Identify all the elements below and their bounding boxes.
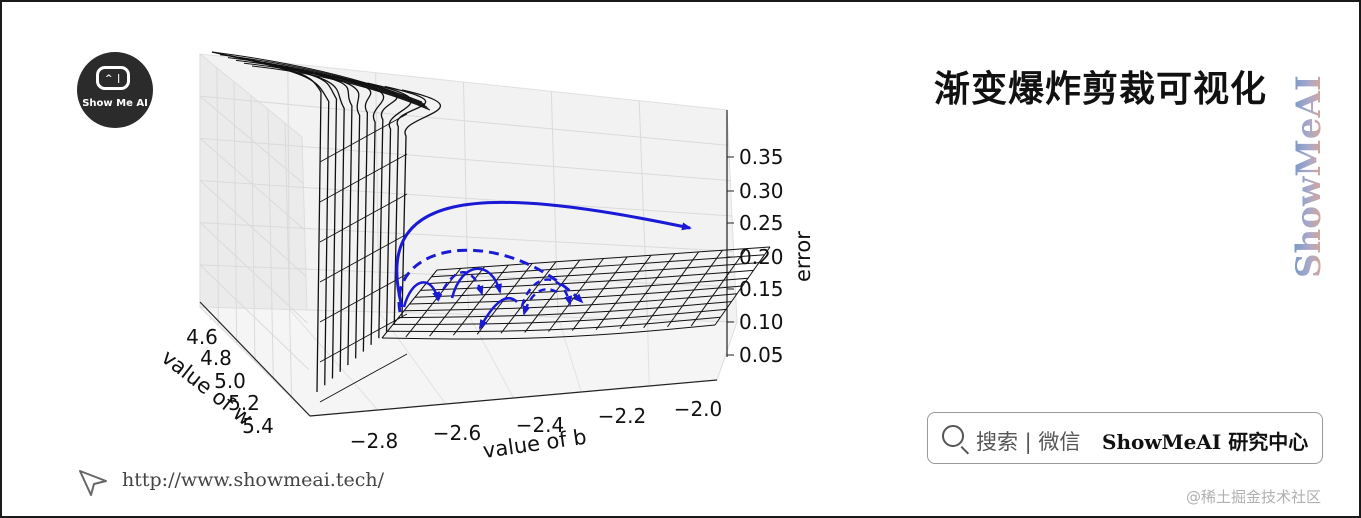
z-axis-label: error bbox=[791, 231, 815, 282]
surface-mesh-line bbox=[571, 256, 628, 331]
surface-mesh-line bbox=[524, 259, 581, 333]
cliff-wall-mesh bbox=[319, 113, 408, 163]
surface-mesh-line bbox=[431, 254, 765, 278]
cliff-edge-line bbox=[401, 89, 442, 319]
cliff-wall-mesh bbox=[319, 313, 408, 363]
y-tick-label: 4.8 bbox=[200, 346, 232, 370]
side-brand-wordmark: ShowMeAI bbox=[1290, 75, 1329, 278]
surface-mesh-line bbox=[392, 308, 727, 325]
z-tick-label: 0.35 bbox=[739, 145, 784, 169]
surface-mesh-line bbox=[690, 248, 747, 327]
surface-mesh-line bbox=[425, 262, 760, 285]
x-tick-label: −2.0 bbox=[674, 397, 723, 421]
showmeai-logo: ^ | Show Me AI bbox=[77, 52, 153, 128]
juejin-watermark: @稀土掘金技术社区 bbox=[1186, 488, 1322, 506]
dashed-hop-path bbox=[436, 271, 484, 301]
grid-line bbox=[199, 95, 729, 146]
solid-clipped-path bbox=[395, 200, 692, 308]
z-tick-label: 0.10 bbox=[739, 310, 784, 334]
x-tick-label: −2.4 bbox=[516, 413, 565, 437]
dashed-hop-path bbox=[522, 288, 558, 316]
search-icon bbox=[942, 425, 964, 447]
cliff-edge-line bbox=[229, 54, 330, 386]
surface-mesh-line bbox=[500, 261, 557, 334]
z-tick-label: 0.30 bbox=[739, 179, 784, 203]
axis-panes bbox=[198, 52, 738, 418]
cliff-top-mesh bbox=[235, 59, 427, 108]
robot-face-icon: ^ | bbox=[96, 66, 130, 90]
dashed-hop-path bbox=[402, 281, 441, 308]
surface-mesh-line bbox=[414, 277, 749, 298]
y-tick-label: 5.4 bbox=[242, 414, 274, 438]
search-box[interactable]: 搜索 | 微信 ShowMeAI 研究中心 bbox=[927, 412, 1323, 464]
cliff-top-mesh bbox=[227, 57, 426, 106]
grid-line bbox=[647, 319, 650, 387]
dashed-hop-path bbox=[450, 267, 502, 299]
cliff-edge-line bbox=[263, 61, 345, 372]
x-tick-label: −2.6 bbox=[433, 421, 482, 445]
cliff-top-mesh bbox=[211, 51, 423, 103]
cursor-icon bbox=[79, 470, 107, 496]
x-tick-label: −2.2 bbox=[598, 404, 647, 428]
z-tick-label: 0.05 bbox=[739, 343, 784, 367]
cliff-wall-mesh bbox=[319, 273, 408, 323]
cliff-wall-mesh bbox=[319, 153, 408, 203]
y-tick-label: 4.6 bbox=[186, 325, 218, 349]
cliff-wall-mesh bbox=[319, 353, 408, 403]
z-tick-label: 0.15 bbox=[739, 277, 784, 301]
z-tick-label: 0.25 bbox=[739, 211, 784, 235]
search-label: 搜索 | 微信 bbox=[976, 430, 1081, 454]
gradient-paths bbox=[395, 200, 692, 330]
cliff-edge-line bbox=[367, 82, 412, 332]
grid-line bbox=[468, 314, 514, 399]
cliff-edge-line bbox=[384, 85, 427, 325]
surface-mesh-line bbox=[436, 246, 771, 271]
y-tick-label: 5.0 bbox=[214, 369, 246, 393]
surface-mesh-line bbox=[619, 253, 676, 330]
surface-mesh-line bbox=[381, 324, 716, 340]
dashed-hop-path bbox=[478, 296, 518, 330]
search-brand: ShowMeAI 研究中心 bbox=[1102, 430, 1309, 454]
page-title: 渐变爆炸剪裁可视化 bbox=[933, 68, 1267, 110]
dashed-path-main bbox=[397, 248, 584, 313]
grid-line bbox=[289, 309, 379, 411]
logo-text: Show Me AI bbox=[82, 98, 148, 109]
cliff-top-mesh bbox=[243, 62, 429, 109]
y-axis-line bbox=[199, 301, 311, 417]
surface-mesh-line bbox=[452, 264, 509, 336]
cliff-top-mesh bbox=[219, 54, 424, 105]
svg-text:ShowMeAI: ShowMeAI bbox=[1290, 75, 1329, 278]
surface-mesh-line bbox=[595, 254, 652, 330]
grid-line bbox=[216, 67, 219, 326]
y-tick-label: 5.2 bbox=[228, 391, 260, 415]
cliff-top-mesh bbox=[251, 65, 431, 111]
dashed-hop-path bbox=[520, 278, 573, 307]
website-link[interactable]: http://www.showmeai.tech/ bbox=[122, 469, 385, 491]
cliff-wall-mesh bbox=[319, 233, 408, 283]
cliff-wall-mesh bbox=[319, 193, 408, 243]
surface-mesh-line bbox=[398, 301, 732, 319]
x-axis-line bbox=[309, 379, 718, 417]
z-tick-label: 0.20 bbox=[739, 245, 784, 269]
surface-mesh-line bbox=[387, 316, 721, 333]
x-tick-label: −2.8 bbox=[350, 429, 399, 453]
surface-mesh-line bbox=[643, 251, 700, 329]
